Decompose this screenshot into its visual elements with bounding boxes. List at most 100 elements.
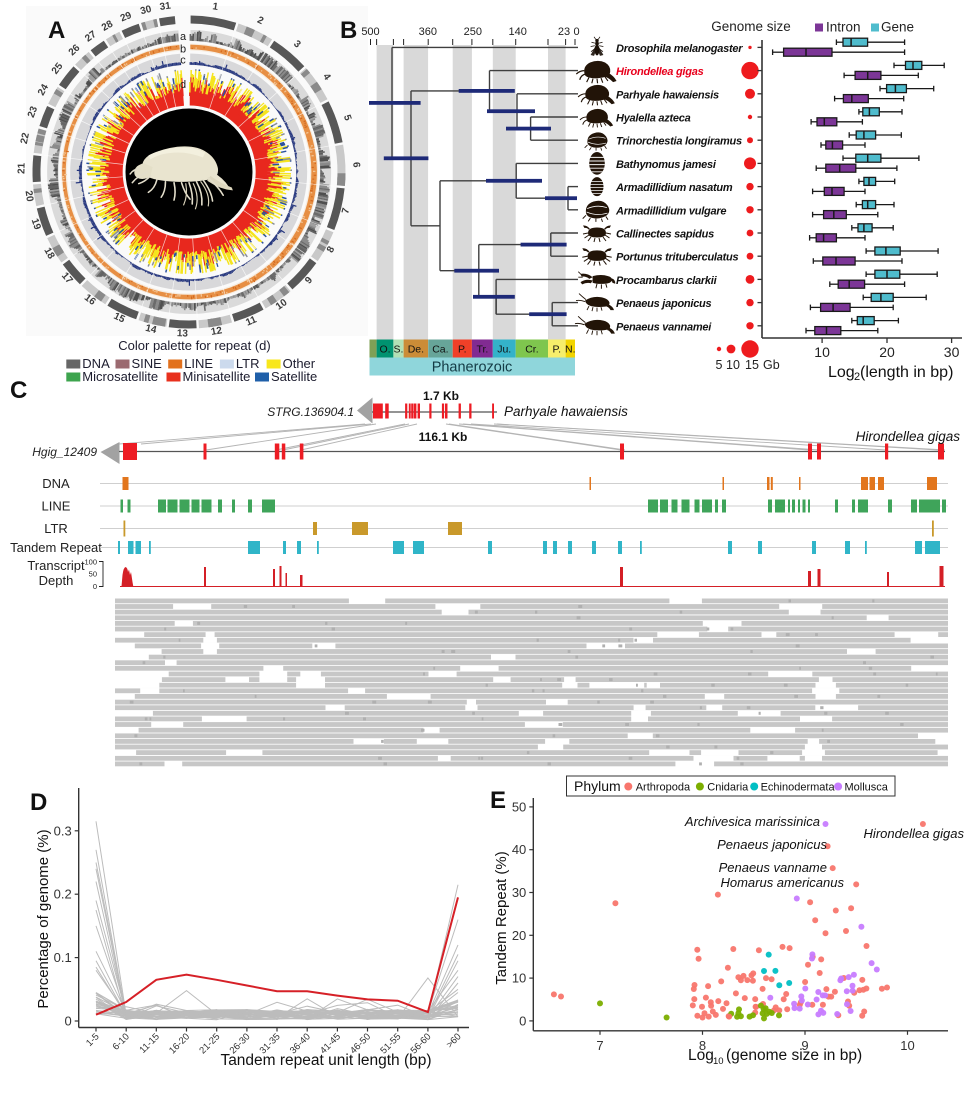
svg-text:5: 5 [341,113,353,122]
svg-text:20: 20 [23,190,36,203]
svg-text:4: 4 [320,72,332,83]
svg-text:A: A [48,17,65,44]
svg-text:P.: P. [553,344,562,356]
svg-text:24: 24 [36,82,51,97]
svg-text:15: 15 [112,311,127,326]
svg-text:Tandem Repeat: Tandem Repeat [10,540,102,555]
svg-text:5: 5 [716,358,723,372]
svg-text:(genome size in bp): (genome size in bp) [726,1047,862,1064]
svg-text:2: 2 [255,15,265,28]
svg-text:28: 28 [100,18,115,33]
svg-text:Tr.: Tr. [476,344,488,356]
svg-text:13: 13 [177,328,189,339]
svg-text:Echinodermata: Echinodermata [761,782,836,794]
svg-text:11-15: 11-15 [137,1031,161,1055]
svg-text:10: 10 [726,358,740,372]
svg-text:P.: P. [458,344,467,356]
svg-text:LINE: LINE [42,499,71,514]
svg-text:15: 15 [745,358,759,372]
svg-text:SINE: SINE [132,356,163,371]
svg-text:29: 29 [119,10,134,25]
svg-text:N.: N. [565,344,576,356]
svg-text:Penaeus japonicus: Penaeus japonicus [717,837,827,852]
svg-text:Color palette for repeat (d): Color palette for repeat (d) [118,338,270,353]
svg-text:Genome size: Genome size [711,19,791,34]
svg-text:Phanerozoic: Phanerozoic [432,360,513,376]
svg-text:De.: De. [408,344,424,356]
svg-text:11: 11 [244,314,258,328]
svg-text:(length in bp): (length in bp) [860,364,953,381]
svg-text:7: 7 [340,206,352,214]
svg-text:Penaeus vanname: Penaeus vanname [719,860,827,875]
svg-text:Hirondellea gigas: Hirondellea gigas [856,429,961,444]
svg-text:>60: >60 [444,1031,463,1050]
svg-text:Minisatellite: Minisatellite [183,369,251,384]
svg-text:a: a [180,31,187,43]
svg-text:100: 100 [84,558,97,567]
svg-text:Archivesica marissinica: Archivesica marissinica [684,814,820,829]
svg-text:1-5: 1-5 [84,1031,101,1048]
svg-text:Log: Log [688,1047,714,1064]
svg-text:1.7 Kb: 1.7 Kb [423,389,459,403]
svg-text:LINE: LINE [184,356,213,371]
svg-text:6-10: 6-10 [111,1031,132,1052]
svg-text:2: 2 [854,371,860,383]
svg-text:Other: Other [283,356,316,371]
svg-text:250: 250 [464,26,482,38]
svg-text:18: 18 [41,246,56,262]
svg-text:Parhyale hawaiensis: Parhyale hawaiensis [616,89,719,101]
svg-text:Depth: Depth [39,573,74,588]
svg-text:E: E [490,787,506,814]
svg-text:20: 20 [512,928,526,943]
svg-text:B: B [340,17,357,44]
svg-text:LTR: LTR [236,356,260,371]
svg-text:Penaeus japonicus: Penaeus japonicus [616,298,712,310]
svg-text:140: 140 [509,26,527,38]
svg-text:LTR: LTR [44,521,68,536]
svg-text:Armadillidium vulgare: Armadillidium vulgare [615,205,726,217]
svg-text:19: 19 [29,217,43,231]
svg-text:9: 9 [801,1038,808,1053]
svg-text:Tandem repeat unit length (bp): Tandem repeat unit length (bp) [220,1052,431,1069]
svg-text:360: 360 [419,26,437,38]
svg-text:Portunus trituberculatus: Portunus trituberculatus [616,252,738,264]
svg-text:22: 22 [19,131,32,145]
svg-text:40: 40 [512,842,526,857]
svg-text:21: 21 [16,162,27,174]
svg-text:21-25: 21-25 [197,1031,222,1056]
svg-text:50: 50 [89,570,97,579]
svg-text:Hgig_12409: Hgig_12409 [32,445,97,459]
svg-text:Parhyale hawaiensis: Parhyale hawaiensis [504,404,628,419]
svg-text:6: 6 [350,162,361,168]
svg-text:Transcript: Transcript [27,558,85,573]
svg-text:0.3: 0.3 [54,823,72,838]
svg-text:Tandem Repeat (%): Tandem Repeat (%) [493,851,510,984]
svg-text:3: 3 [291,38,303,50]
svg-text:Hirondellea gigas: Hirondellea gigas [616,66,704,78]
svg-text:12: 12 [210,325,223,338]
svg-text:Cnidaria: Cnidaria [707,782,749,794]
svg-text:Penaeus vannamei: Penaeus vannamei [616,321,712,333]
svg-text:Hirondellea gigas: Hirondellea gigas [864,826,965,841]
svg-text:Gb: Gb [763,358,780,372]
svg-text:9: 9 [303,275,315,287]
svg-text:STRG.136904.1: STRG.136904.1 [267,405,354,419]
svg-text:8: 8 [325,244,338,255]
svg-text:0.2: 0.2 [54,887,72,902]
svg-text:Cr.: Cr. [525,344,538,356]
svg-text:8: 8 [699,1038,706,1053]
svg-text:Hyalella azteca: Hyalella azteca [616,113,691,125]
svg-text:Phylum: Phylum [574,778,621,794]
svg-text:116.1 Kb: 116.1 Kb [419,430,468,444]
svg-text:D: D [30,789,47,816]
svg-text:10: 10 [900,1038,914,1053]
svg-text:Microsatellite: Microsatellite [82,369,158,384]
svg-text:Mollusca: Mollusca [845,782,889,794]
svg-text:Armadillidium nasatum: Armadillidium nasatum [615,182,733,194]
svg-text:C: C [10,377,27,404]
svg-text:O.: O. [379,344,390,356]
svg-text:0.1: 0.1 [54,950,72,965]
svg-text:Drosophila melanogaster: Drosophila melanogaster [616,43,743,55]
svg-text:7: 7 [596,1038,603,1053]
svg-text:S.: S. [394,344,404,356]
